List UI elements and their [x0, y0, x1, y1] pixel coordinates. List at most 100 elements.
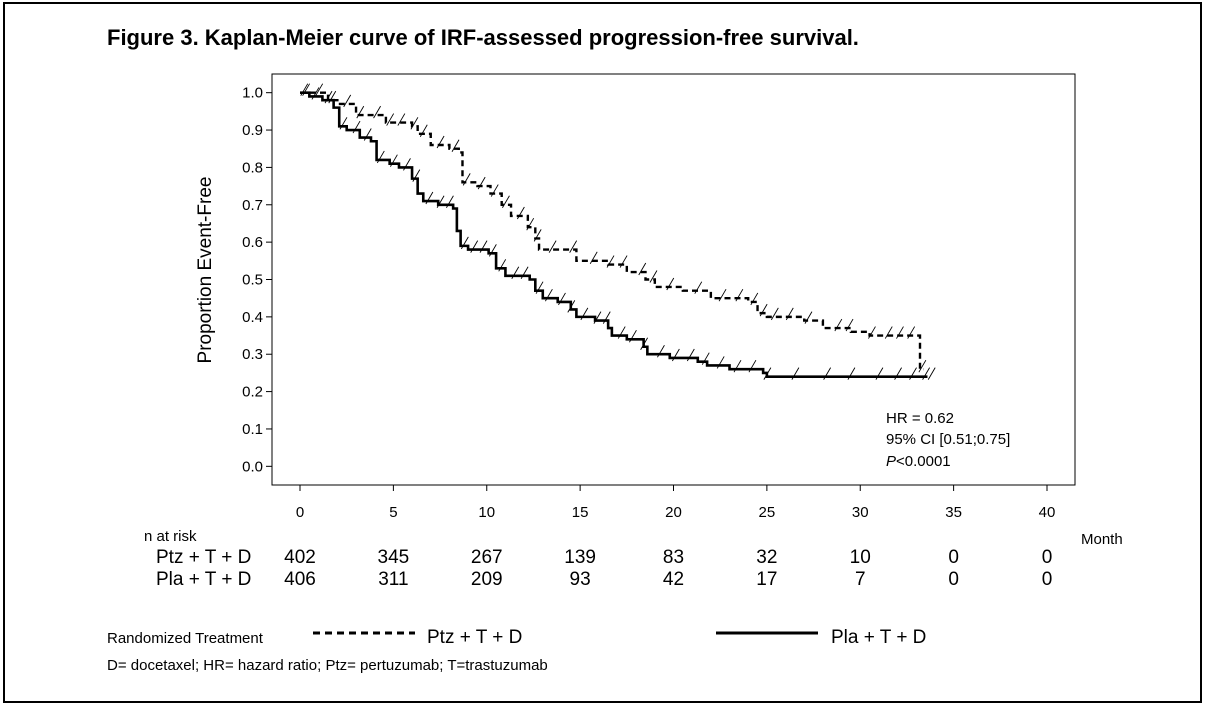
y-tick-label-0.1: 0.1 [242, 421, 263, 438]
censor-mark-ptz-30 [750, 292, 759, 306]
censor-mark-pla-33 [701, 352, 710, 365]
risk-value-pla-30: 7 [855, 569, 866, 590]
y-tick-label-0.7: 0.7 [242, 197, 263, 214]
censor-mark-ptz-39 [896, 326, 904, 339]
km-curve-ptz [300, 91, 924, 371]
censor-mark-ptz-41 [918, 359, 927, 373]
censor-mark-pla-9 [412, 169, 421, 182]
censor-mark-ptz-35 [834, 318, 843, 332]
censor-mark-pla-43 [909, 367, 917, 380]
plot-area [271, 73, 1076, 486]
censor-mark-ptz-16 [516, 206, 525, 220]
censor-mark-pla-42 [894, 367, 902, 380]
censor-mark-pla-13 [460, 236, 469, 250]
censor-mark-ptz-36 [845, 318, 854, 332]
censor-mark-pla-20 [535, 281, 544, 294]
risk-value-ptz-15: 139 [564, 547, 596, 568]
x-tick-label-5: 5 [389, 504, 397, 521]
censor-mark-ptz-13 [477, 176, 486, 190]
p-value: <0.0001 [896, 453, 951, 470]
censor-mark-ptz-20 [569, 240, 578, 253]
censor-mark-ptz-38 [884, 326, 893, 339]
censor-mark-ptz-14 [490, 184, 499, 197]
legend-label-pla: Pla + T + D [831, 627, 926, 648]
risk-value-pla-40: 0 [1042, 569, 1053, 590]
censor-mark-ptz-24 [638, 262, 647, 276]
y-tick-label-0.0: 0.0 [242, 458, 263, 475]
censor-mark-pla-27 [617, 326, 626, 339]
y-tick-label-0.9: 0.9 [242, 122, 263, 139]
y-axis-label: Proportion Event-Free [195, 177, 216, 364]
censor-mark-pla-2 [324, 90, 333, 104]
censor-mark-pla-10 [425, 191, 434, 205]
censor-mark-pla-15 [479, 240, 488, 253]
censor-mark-pla-30 [657, 345, 665, 358]
censor-mark-ptz-17 [526, 217, 535, 231]
censor-mark-ptz-10 [436, 135, 445, 149]
censor-mark-ptz-32 [770, 307, 779, 321]
censor-mark-ptz-7 [397, 113, 406, 126]
y-tick-label-0.6: 0.6 [242, 234, 263, 251]
risk-value-ptz-0: 402 [284, 547, 316, 568]
month-label: Month [1081, 531, 1123, 548]
figure-frame [3, 2, 1202, 703]
censor-mark-ptz-4 [356, 105, 365, 119]
censor-mark-ptz-37 [868, 326, 876, 339]
risk-header: n at risk [144, 528, 197, 545]
censor-mark-pla-17 [498, 259, 507, 272]
censor-mark-pla-31 [671, 348, 680, 362]
y-tick-label-0.3: 0.3 [242, 346, 263, 363]
censor-mark-ptz-31 [759, 303, 768, 317]
censor-mark-pla-14 [470, 240, 479, 253]
risk-value-pla-20: 42 [663, 569, 684, 590]
legend-title: Randomized Treatment [107, 630, 264, 647]
risk-value-pla-0: 406 [284, 569, 316, 590]
censor-mark-ptz-12 [462, 173, 471, 186]
censor-mark-ptz-15 [502, 195, 510, 208]
censor-mark-pla-21 [544, 288, 553, 302]
censor-mark-pla-22 [558, 292, 566, 306]
risk-value-pla-35: 0 [948, 569, 959, 590]
risk-value-ptz-30: 10 [850, 547, 871, 568]
censor-mark-ptz-22 [606, 255, 615, 268]
censor-mark-pla-28 [629, 330, 637, 343]
censor-mark-pla-38 [791, 367, 800, 380]
censor-mark-pla-4 [352, 120, 361, 134]
x-tick-label-15: 15 [572, 504, 589, 521]
censor-mark-pla-6 [376, 150, 385, 164]
censor-mark-pla-39 [823, 367, 832, 380]
censor-mark-ptz-28 [718, 288, 727, 302]
censor-mark-pla-37 [763, 367, 772, 380]
censor-mark-ptz-3 [343, 94, 352, 108]
x-tick-label-10: 10 [478, 504, 495, 521]
censor-mark-pla-40 [847, 367, 856, 380]
censor-mark-ptz-34 [804, 311, 813, 324]
censor-mark-pla-34 [716, 356, 725, 369]
risk-value-ptz-25: 32 [756, 547, 777, 568]
y-tick-label-0.5: 0.5 [242, 272, 263, 289]
censor-mark-ptz-29 [735, 288, 744, 302]
censor-mark-pla-19 [520, 266, 529, 279]
censor-mark-ptz-26 [666, 277, 675, 291]
figure-title: Figure 3. Kaplan-Meier curve of IRF-asse… [107, 25, 859, 50]
risk-row-label-pla: Pla + T + D [156, 569, 251, 590]
risk-value-pla-15: 93 [570, 569, 591, 590]
censor-mark-ptz-19 [548, 240, 557, 253]
y-tick-label-0.4: 0.4 [242, 309, 263, 326]
censor-mark-pla-41 [875, 367, 884, 380]
x-tick-label-0: 0 [296, 504, 304, 521]
censor-mark-pla-45 [927, 367, 936, 380]
risk-value-pla-5: 311 [378, 569, 408, 590]
censor-mark-pla-18 [511, 266, 520, 279]
censor-mark-ptz-25 [649, 270, 658, 283]
censor-mark-pla-8 [403, 158, 411, 171]
x-tick-label-20: 20 [665, 504, 682, 521]
y-tick-label-0.2: 0.2 [242, 384, 263, 401]
censor-mark-pla-0 [300, 83, 309, 96]
y-tick-label-1.0: 1.0 [242, 85, 263, 102]
censor-mark-ptz-18 [533, 229, 542, 242]
x-tick-label-40: 40 [1039, 504, 1056, 521]
censor-mark-pla-29 [640, 337, 649, 350]
km-curve-pla [300, 91, 928, 378]
